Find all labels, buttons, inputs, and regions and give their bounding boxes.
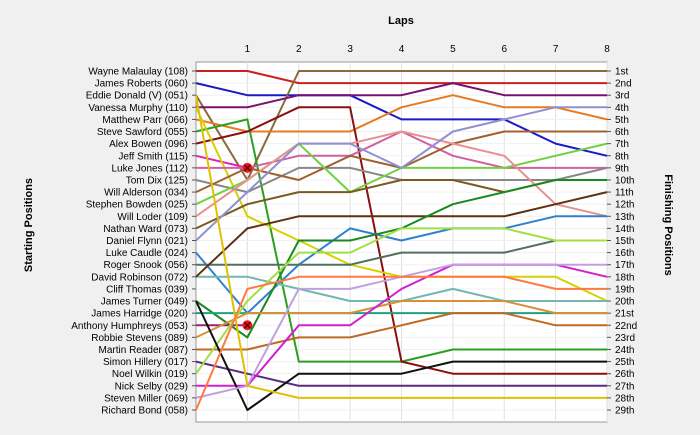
series-line [196,70,607,85]
finishing-position-label: 21st [615,309,634,320]
starting-position-label: Luke Caudle (024) [106,248,188,259]
series-line [195,300,607,411]
starting-position-label: Steven Miller (069) [104,393,188,404]
retirement-marker-cross [243,321,251,329]
starting-position-label: Stephen Bowden (025) [86,200,188,211]
retirement-marker [242,162,253,173]
starting-position-label: Noel Wilkin (019) [112,369,188,380]
starting-position-labels: Wayne Malaulay (108)James Roberts (060)E… [71,67,196,417]
finishing-position-label: 27th [615,381,634,392]
finishing-position-label: 12th [615,200,634,211]
x-tick-label: 7 [553,44,559,55]
starting-position-label: Wayne Malaulay (108) [88,67,188,78]
finishing-position-label: 23rd [615,333,635,344]
finishing-position-label: 24th [615,345,634,356]
x-tick-label: 4 [399,44,405,55]
finishing-position-label: 4th [615,103,629,114]
finishing-position-label: 13th [615,212,634,223]
finishing-position-label: 15th [615,236,634,247]
series-line [196,239,607,266]
x-tick-label: 3 [347,44,353,55]
starting-position-label: Alex Bowen (096) [109,139,188,150]
starting-position-label: Steve Sawford (055) [97,127,188,138]
finishing-position-label: 16th [615,248,634,259]
starting-position-label: Vanessa Murphy (110) [88,103,188,114]
finishing-position-label: 10th [615,175,634,186]
series-line [195,95,607,399]
finishing-position-label: 9th [615,163,629,174]
series-line [195,275,607,411]
finishing-position-labels: 1st2nd3rd4th5th6th7th8th9th10th11th12th1… [607,67,637,417]
series-line [195,82,608,157]
retirement-marker [242,320,253,331]
finishing-position-label: 7th [615,139,629,150]
starting-position-label: Robbie Stevens (089) [91,333,188,344]
finishing-position-label: 17th [615,260,634,271]
starting-position-label: Luke Jones (112) [111,163,188,174]
finishing-position-label: 20th [615,297,634,308]
y-axis-title-right: Finishing Positions [662,174,674,275]
series-line [195,94,608,133]
starting-position-label: Cliff Thomas (039) [106,284,188,295]
starting-position-label: Eddie Donald (V) (051) [86,91,188,102]
series-line [195,70,607,181]
starting-position-label: Nick Selby (029) [115,381,188,392]
starting-position-label: Anthony Humphreys (053) [71,321,188,332]
finishing-position-label: 8th [615,151,629,162]
finishing-position-label: 29th [615,406,634,417]
series-line [196,82,607,109]
starting-position-label: Will Loder (109) [117,212,188,223]
finishing-position-label: 5th [615,115,629,126]
starting-position-label: Simon Hillery (017) [103,357,188,368]
x-tick-labels: 1 2 3 4 5 6 7 8 [245,44,611,55]
finishing-position-label: 28th [615,393,634,404]
starting-position-label: Richard Bond (058) [101,406,188,417]
x-tick-label: 1 [245,44,251,55]
series-line [195,106,607,375]
starting-position-label: Jeff Smith (115) [118,151,188,162]
starting-position-label: James Roberts (060) [95,79,188,90]
finishing-position-label: 14th [615,224,634,235]
x-tick-label: 5 [450,44,456,55]
series-line [195,300,607,339]
starting-position-label: Matthew Parr (066) [102,115,188,126]
finishing-position-label: 6th [615,127,629,138]
series-line [195,191,608,278]
x-axis-title: Laps [388,15,414,27]
starting-position-label: David Robinson (072) [91,272,188,283]
finishing-position-label: 3rd [615,91,629,102]
series-line [196,312,607,351]
finishing-position-label: 19th [615,284,634,295]
starting-position-label: Roger Snook (056) [104,260,189,271]
finishing-position-label: 2nd [615,79,632,90]
finishing-position-label: 22nd [615,321,637,332]
finishing-position-label: 11th [615,188,634,199]
y-axis-title-left: Starting Positions [23,178,35,272]
series-line [195,130,608,218]
x-tick-label: 8 [604,44,610,55]
x-tick-label: 2 [296,44,302,55]
series-line [195,106,607,242]
finishing-position-label: 18th [615,272,634,283]
finishing-position-label: 25th [615,357,634,368]
x-tick-label: 6 [501,44,507,55]
series-line [195,360,607,387]
retirement-marker-cross [243,164,251,172]
starting-position-label: James Turner (049) [101,297,188,308]
series-lines [195,70,608,411]
finishing-position-label: 26th [615,369,634,380]
starting-position-label: James Harridge (020) [91,309,188,320]
starting-position-label: Nathan Ward (073) [103,224,188,235]
starting-position-label: Will Alderson (034) [104,188,188,199]
starting-position-label: Martin Reader (087) [99,345,188,356]
series-line [195,215,607,315]
starting-position-label: Daniel Flynn (021) [106,236,188,247]
finishing-position-label: 1st [615,67,629,78]
retirement-markers [242,162,253,331]
starting-position-label: Tom Dix (125) [126,175,188,186]
